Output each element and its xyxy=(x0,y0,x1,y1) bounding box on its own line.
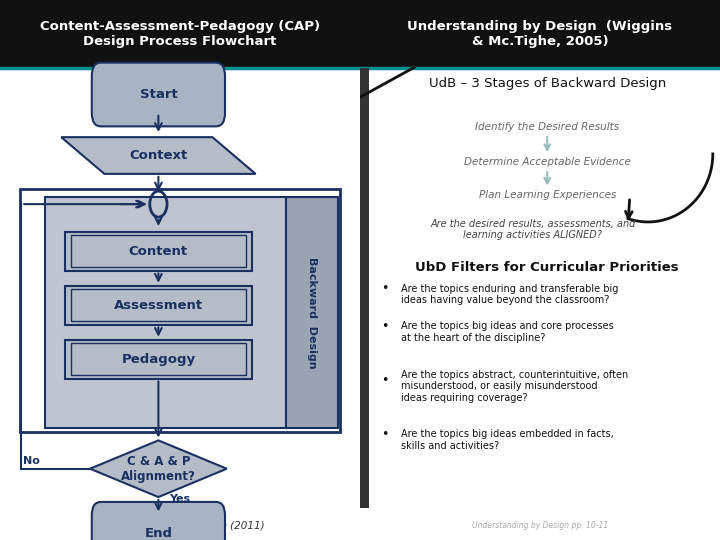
Text: Content: Content xyxy=(129,245,188,258)
FancyBboxPatch shape xyxy=(360,68,369,508)
Text: Understanding by Design  (Wiggins
& Mc.Tighe, 2005): Understanding by Design (Wiggins & Mc.Ti… xyxy=(408,20,672,48)
FancyBboxPatch shape xyxy=(0,68,360,540)
Text: Understanding by Design pp. 10-11: Understanding by Design pp. 10-11 xyxy=(472,521,608,530)
Text: UdB – 3 Stages of Backward Design: UdB – 3 Stages of Backward Design xyxy=(428,77,666,90)
FancyBboxPatch shape xyxy=(92,63,225,126)
Text: Are the topics abstract, counterintuitive, often
misunderstood, or easily misund: Are the topics abstract, counterintuitiv… xyxy=(402,369,629,403)
FancyBboxPatch shape xyxy=(45,197,287,428)
Polygon shape xyxy=(61,137,256,174)
Text: Plan Learning Experiences: Plan Learning Experiences xyxy=(479,191,616,200)
Text: C & A & P
Alignment?: C & A & P Alignment? xyxy=(121,455,196,483)
Text: Context: Context xyxy=(130,149,187,162)
Text: Are the topics big ideas embedded in facts,
skills and activities?: Are the topics big ideas embedded in fac… xyxy=(402,429,614,451)
FancyBboxPatch shape xyxy=(360,0,720,68)
FancyBboxPatch shape xyxy=(65,340,252,379)
Text: UbD Filters for Curricular Priorities: UbD Filters for Curricular Priorities xyxy=(415,261,679,274)
Text: Are the topics big ideas and core processes
at the heart of the discipline?: Are the topics big ideas and core proces… xyxy=(402,321,614,343)
Text: Backward  Design: Backward Design xyxy=(307,256,318,368)
FancyBboxPatch shape xyxy=(0,0,360,68)
FancyBboxPatch shape xyxy=(65,232,252,271)
Text: Pedagogy: Pedagogy xyxy=(122,353,195,366)
Text: •: • xyxy=(382,320,389,333)
Text: Yes: Yes xyxy=(169,495,190,504)
Text: Are the topics enduring and transferable big
ideas having value beyond the class: Are the topics enduring and transferable… xyxy=(402,284,618,305)
Text: Assessment: Assessment xyxy=(114,299,203,312)
Text: End: End xyxy=(145,527,172,540)
FancyBboxPatch shape xyxy=(65,286,252,325)
Text: Are the desired results, assessments, and
learning activities ALIGNED?: Are the desired results, assessments, an… xyxy=(430,219,636,240)
Text: No: No xyxy=(23,456,40,467)
Polygon shape xyxy=(90,441,227,497)
Text: Streveler, Smith & Pilotte (2011): Streveler, Smith & Pilotte (2011) xyxy=(96,520,264,530)
Text: Identify the Desired Results: Identify the Desired Results xyxy=(475,122,619,132)
FancyBboxPatch shape xyxy=(287,197,338,428)
Text: Content-Assessment-Pedagogy (CAP)
Design Process Flowchart: Content-Assessment-Pedagogy (CAP) Design… xyxy=(40,20,320,48)
Text: Determine Acceptable Evidence: Determine Acceptable Evidence xyxy=(464,157,631,167)
Text: Start: Start xyxy=(140,88,177,101)
Text: •: • xyxy=(382,282,389,295)
FancyBboxPatch shape xyxy=(92,502,225,540)
FancyBboxPatch shape xyxy=(360,68,720,540)
Text: •: • xyxy=(382,428,389,441)
Text: •: • xyxy=(382,374,389,387)
